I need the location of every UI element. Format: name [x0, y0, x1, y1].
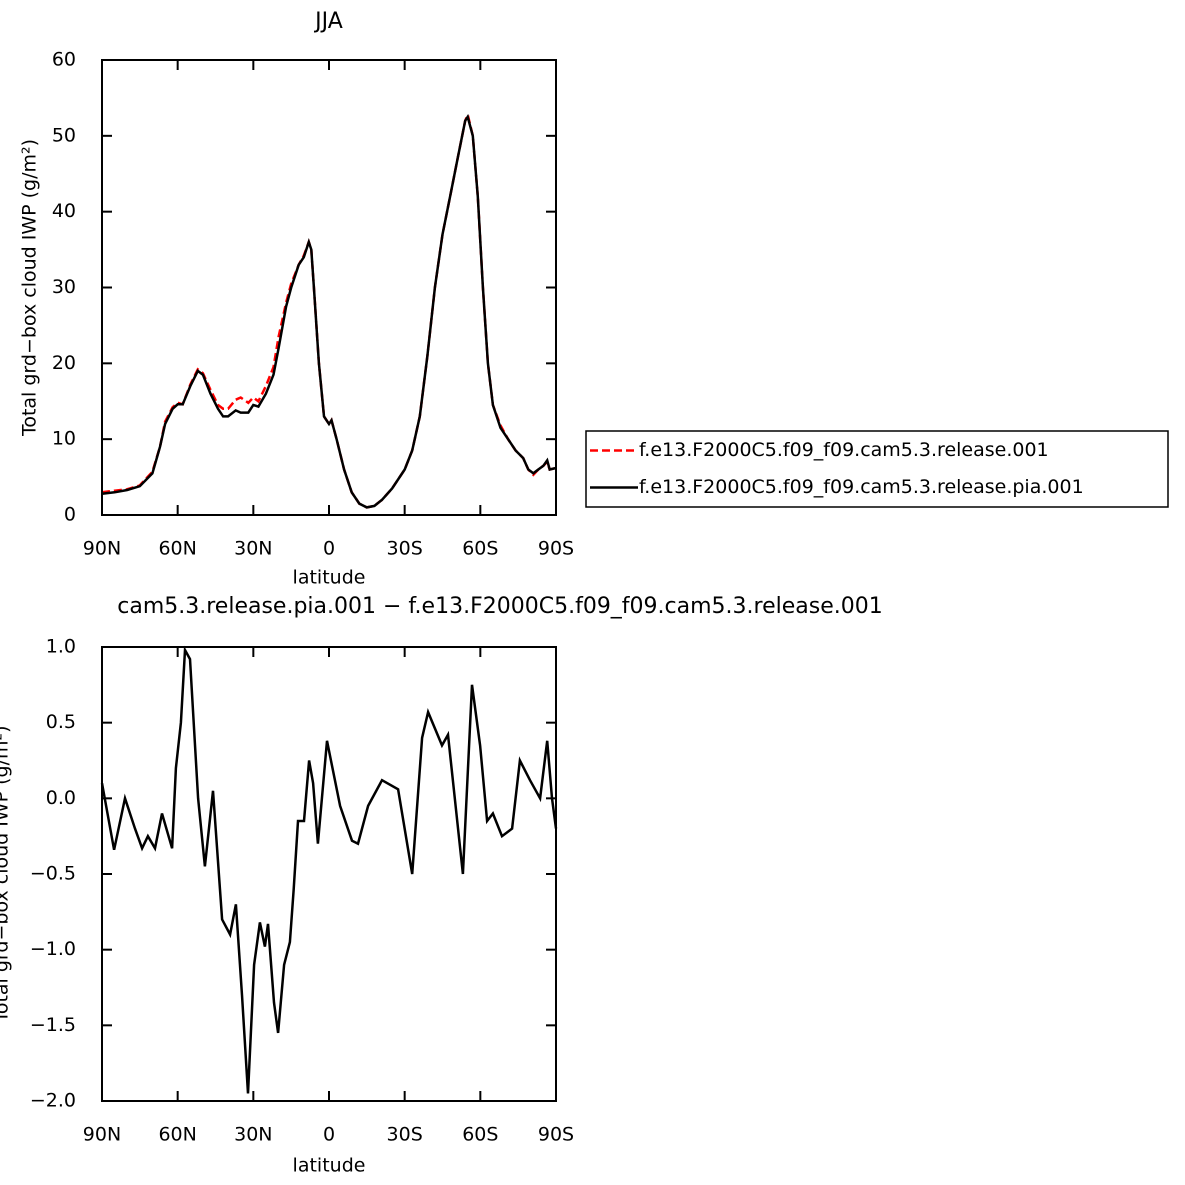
x-tick-label: 90S [538, 538, 574, 560]
x-axis-label: latitude [293, 567, 366, 589]
data-line [101, 110, 557, 509]
x-tick-label: 90N [83, 1124, 121, 1146]
y-tick-label: 1.0 [46, 636, 76, 658]
y-tick-label: 40 [52, 200, 76, 222]
data-line [101, 113, 557, 509]
x-tick-label: 90S [538, 1124, 574, 1146]
y-tick-label: −1.5 [30, 1014, 76, 1036]
y-tick-label: 30 [52, 276, 76, 298]
plot-frame [101, 646, 557, 1102]
y-axis-label: Total grd−box cloud IWP (g/m²) [19, 139, 41, 437]
plot-frame [101, 59, 557, 516]
x-tick-label: 30N [234, 538, 272, 560]
x-tick-label: 90N [83, 538, 121, 560]
legend-box [585, 430, 1169, 508]
x-axis-label: latitude [293, 1155, 366, 1177]
x-tick-label: 60S [462, 538, 498, 560]
y-tick-label: 0.0 [46, 787, 76, 809]
y-tick-label: 10 [52, 428, 76, 450]
y-tick-label: 50 [52, 124, 76, 146]
x-tick-label: 60S [462, 1124, 498, 1146]
x-tick-label: 60N [158, 1124, 196, 1146]
y-tick-label: 60 [52, 49, 76, 71]
x-tick-label: 60N [158, 538, 196, 560]
y-tick-label: −1.0 [30, 938, 76, 960]
x-tick-label: 0 [323, 538, 335, 560]
data-line [100, 645, 558, 1094]
legend-label: f.e13.F2000C5.f09_f09.cam5.3.release.pia… [639, 476, 1084, 498]
y-tick-label: −2.0 [30, 1090, 76, 1112]
y-tick-label: 20 [52, 352, 76, 374]
y-axis-label: Total grd−box cloud IWP (g/m²) [0, 725, 13, 1023]
chart-title: JJA [313, 9, 343, 34]
y-tick-label: −0.5 [30, 863, 76, 885]
x-tick-label: 30N [234, 1124, 272, 1146]
y-tick-label: 0 [64, 504, 76, 526]
x-tick-label: 0 [323, 1124, 335, 1146]
legend-label: f.e13.F2000C5.f09_f09.cam5.3.release.001 [639, 439, 1049, 461]
x-tick-label: 30S [387, 1124, 423, 1146]
chart-title: cam5.3.release.pia.001 − f.e13.F2000C5.f… [117, 594, 883, 619]
x-tick-label: 30S [387, 538, 423, 560]
y-tick-label: 0.5 [46, 711, 76, 733]
